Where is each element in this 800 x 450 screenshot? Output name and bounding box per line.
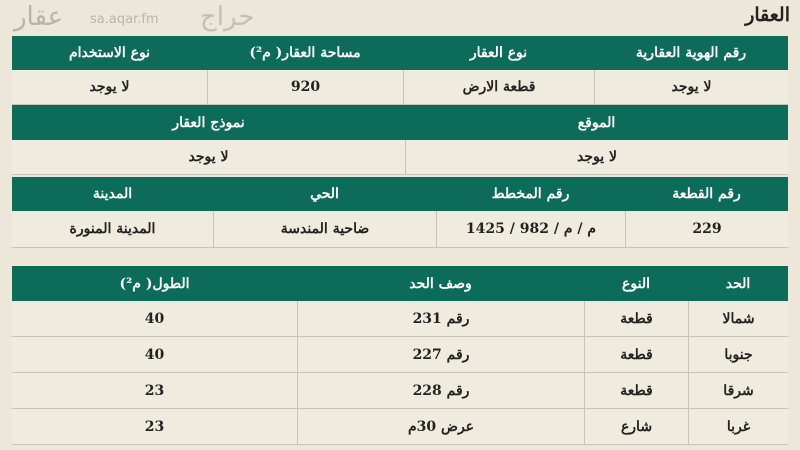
table-row: غربا شارع عرض 30م 23 [12, 409, 788, 445]
data-cell: قطعة [584, 301, 688, 336]
data-cell: لا يوجد [405, 140, 788, 174]
header-cell: الحي [310, 186, 339, 202]
header-row: الحد النوع وصف الحد الطول( م²) [12, 266, 788, 301]
data-cell: المدينة المنورة [69, 221, 156, 237]
data-cell: 40 [144, 310, 165, 327]
header-row: رقم القطعة رقم المخطط الحي المدينة [12, 177, 788, 211]
header-cell: الطول( م²) [119, 275, 190, 292]
table-row: جنوبا قطعة رقم 227 40 [12, 337, 788, 373]
header-cell: وصف الحد [409, 275, 472, 292]
header-cell: مساحة العقار( م²) [249, 45, 361, 61]
data-cell: جنوبا [688, 337, 788, 372]
data-cell: 229 [625, 211, 788, 247]
header-cell: رقم المخطط [491, 186, 570, 202]
data-row: لا يوجد قطعة الارض 920 لا يوجد [12, 70, 788, 105]
data-cell: غربا [688, 409, 788, 444]
property-info-table: رقم الهوية العقارية نوع العقار مساحة الع… [12, 36, 788, 248]
data-row: لا يوجد لا يوجد [12, 140, 788, 175]
data-cell: رقم 227 [297, 337, 584, 372]
header-cell: رقم الهوية العقارية [635, 45, 747, 61]
header-cell: نوع الاستخدام [68, 45, 151, 61]
header-cell: الحد [725, 275, 751, 292]
data-cell: عرض 30م [297, 409, 584, 444]
boundaries-table: الحد النوع وصف الحد الطول( م²) شمالا قطعة… [12, 266, 788, 445]
header-cell: نموذج العقار [172, 114, 245, 131]
header-cell: المدينة [92, 186, 133, 202]
data-cell: لا يوجد [594, 70, 788, 104]
boundaries-rows: شمالا قطعة رقم 231 40 جنوبا قطعة رقم 227 40 شرقا… [12, 301, 788, 445]
data-cell: شرقا [688, 373, 788, 408]
header-cell: رقم القطعة [672, 186, 741, 202]
data-cell: شمالا [688, 301, 788, 336]
header-row: الموقع نموذج العقار [12, 105, 788, 140]
header-row: رقم الهوية العقارية نوع العقار مساحة الع… [12, 36, 788, 70]
data-cell: قطعة الارض [403, 70, 594, 104]
table-row: شمالا قطعة رقم 231 40 [12, 301, 788, 337]
aqar-watermark: عقار [14, 2, 64, 32]
data-cell: قطعة [584, 337, 688, 372]
header-cell: النوع [622, 275, 650, 292]
data-cell: شارع [584, 409, 688, 444]
data-cell: ضاحية المندسة [213, 211, 436, 247]
data-cell: رقم 228 [297, 373, 584, 408]
data-cell: م / م / 982 / 1425 [436, 211, 625, 247]
data-cell: 40 [144, 346, 165, 363]
data-cell: لا يوجد [188, 149, 229, 165]
header-cell: نوع العقار [469, 45, 528, 61]
data-cell: 23 [144, 382, 165, 399]
page-title: العقار [745, 4, 790, 26]
data-row: 229 م / م / 982 / 1425 ضاحية المندسة الم… [12, 211, 788, 248]
data-cell: 23 [144, 418, 165, 435]
data-cell: لا يوجد [89, 79, 130, 95]
data-cell: قطعة [584, 373, 688, 408]
data-cell: رقم 231 [297, 301, 584, 336]
haraj-watermark: حراج [200, 2, 255, 32]
table-row: شرقا قطعة رقم 228 23 [12, 373, 788, 409]
header-cell: الموقع [577, 114, 616, 131]
aqar-url-watermark: sa.aqar.fm [90, 12, 159, 27]
data-cell: 920 [207, 70, 403, 104]
